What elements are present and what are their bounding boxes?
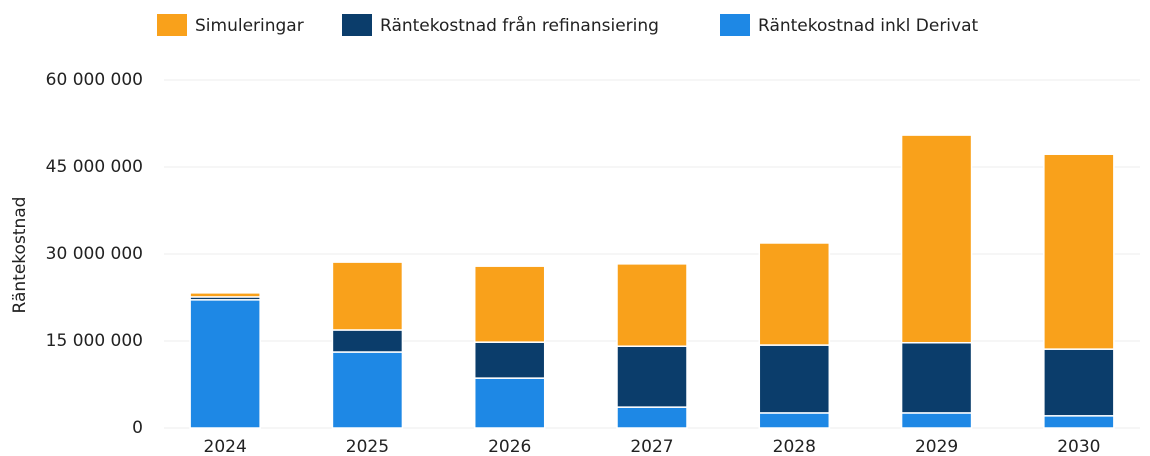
- bar-segment: [189, 299, 261, 429]
- legend-label: Räntekostnad från refinansiering: [380, 15, 659, 36]
- bar-segment: [1043, 348, 1115, 417]
- x-tick-label: 2025: [346, 437, 389, 456]
- y-tick-label: 45 000 000: [46, 157, 143, 177]
- bar-segment: [900, 412, 973, 429]
- x-tick-label: 2028: [773, 437, 816, 456]
- bar-segment: [758, 242, 831, 346]
- bar-segment: [189, 292, 261, 298]
- bar-segment: [331, 261, 404, 331]
- bar-segment: [900, 134, 973, 344]
- bar-segment: [1043, 153, 1115, 350]
- y-tick-label: 60 000 000: [46, 70, 143, 90]
- bar-segment: [758, 412, 831, 429]
- bar-segment: [758, 344, 831, 414]
- legend-label: Räntekostnad inkl Derivat: [758, 16, 979, 36]
- legend-swatch: [157, 14, 187, 36]
- y-tick-label: 0: [132, 418, 143, 438]
- bar-segment: [616, 263, 688, 347]
- x-tick-label: 2024: [204, 437, 247, 456]
- x-tick-label: 2026: [488, 437, 531, 456]
- legend-swatch: [342, 14, 372, 36]
- y-tick-label: 30 000 000: [46, 244, 143, 264]
- bar-segment: [616, 406, 688, 429]
- bar-segment: [900, 341, 973, 414]
- legend-label: Simuleringar: [195, 16, 304, 36]
- y-tick-label: 15 000 000: [46, 331, 143, 351]
- bar-segment: [616, 345, 688, 408]
- bar-segment: [473, 265, 546, 343]
- bar-segment: [1043, 415, 1115, 429]
- bar-segment: [331, 351, 404, 429]
- y-axis-label: Räntekostnad: [10, 197, 30, 314]
- bar-segment: [473, 341, 546, 379]
- legend-swatch: [720, 14, 750, 36]
- x-tick-label: 2030: [1057, 437, 1100, 456]
- bar-segment: [331, 329, 404, 353]
- bar-segment: [473, 377, 546, 429]
- x-tick-label: 2027: [630, 437, 673, 456]
- x-tick-label: 2029: [915, 437, 958, 456]
